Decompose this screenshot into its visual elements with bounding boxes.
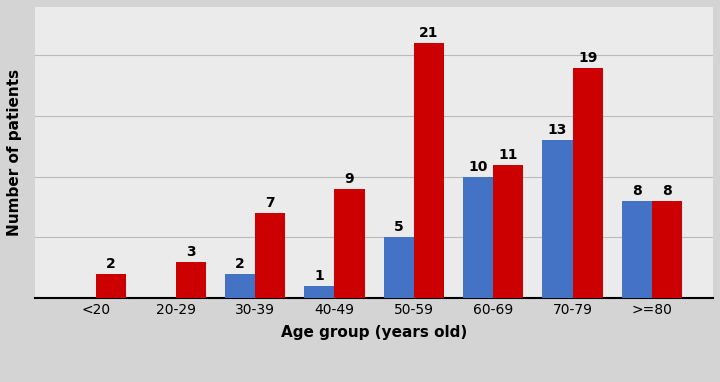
Bar bbox=[414, 43, 444, 298]
Text: 21: 21 bbox=[419, 26, 438, 40]
Text: 8: 8 bbox=[632, 184, 642, 198]
Bar bbox=[652, 201, 683, 298]
Text: 2: 2 bbox=[107, 257, 116, 271]
Bar bbox=[542, 140, 572, 298]
Text: 2: 2 bbox=[235, 257, 245, 271]
Bar bbox=[493, 165, 523, 298]
Bar bbox=[96, 274, 126, 298]
Bar bbox=[384, 237, 414, 298]
Text: 11: 11 bbox=[498, 147, 518, 162]
Bar bbox=[176, 262, 206, 298]
Bar bbox=[572, 68, 603, 298]
Text: 19: 19 bbox=[578, 50, 598, 65]
Text: 13: 13 bbox=[548, 123, 567, 137]
Text: 8: 8 bbox=[662, 184, 672, 198]
Y-axis label: Number of patients: Number of patients bbox=[7, 69, 22, 236]
Text: 7: 7 bbox=[265, 196, 275, 210]
Text: 3: 3 bbox=[186, 244, 195, 259]
Text: 5: 5 bbox=[394, 220, 404, 234]
Bar bbox=[334, 189, 364, 298]
Bar bbox=[622, 201, 652, 298]
Text: 9: 9 bbox=[345, 172, 354, 186]
Bar bbox=[463, 177, 493, 298]
X-axis label: Age group (years old): Age group (years old) bbox=[281, 325, 467, 340]
Text: 10: 10 bbox=[469, 160, 488, 174]
Bar bbox=[225, 274, 255, 298]
Text: 1: 1 bbox=[315, 269, 324, 283]
Bar bbox=[255, 213, 285, 298]
Bar bbox=[305, 286, 334, 298]
